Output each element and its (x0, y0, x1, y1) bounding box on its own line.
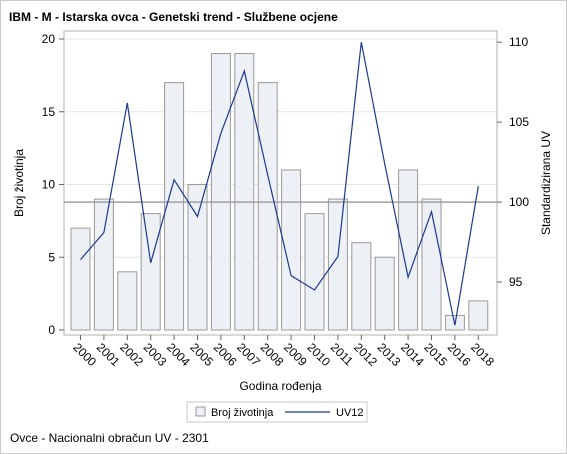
y2-axis-label: Standardizirana UV (539, 131, 553, 235)
bar (257, 82, 278, 331)
bar (117, 271, 138, 331)
bar (351, 242, 372, 331)
bar (421, 198, 442, 331)
y2-tick-label: 105 (509, 115, 529, 129)
x-tick-label: 2007 (234, 340, 263, 369)
bar (281, 169, 302, 331)
x-tick-label: 2013 (375, 340, 404, 369)
legend-label-bars: Broj životinja (211, 407, 274, 419)
y-tick-label: 5 (48, 250, 55, 264)
x-tick-label: 2011 (328, 340, 356, 368)
x-tick-label: 2008 (258, 340, 287, 369)
bar (210, 53, 231, 331)
x-tick-label: 2002 (117, 340, 146, 369)
y-tick-label: 0 (48, 323, 55, 337)
footnote: Ovce - Nacionalni obračun UV - 2301 (10, 431, 209, 445)
bar (164, 82, 185, 331)
x-tick-label: 2018 (468, 340, 497, 369)
bar (327, 198, 348, 331)
x-tick-label: 2015 (421, 340, 450, 369)
legend-box (186, 401, 368, 423)
y-axis-label: Broj životinja (12, 149, 26, 217)
y2-tick-label: 110 (509, 35, 528, 49)
y2-tick-label: 100 (509, 195, 529, 209)
bar (374, 256, 395, 331)
bar (93, 198, 114, 331)
y-tick-label: 10 (42, 178, 56, 192)
x-tick-label: 2005 (187, 340, 216, 369)
x-tick-label: 2010 (304, 340, 333, 369)
x-axis-label: Godina rođenja (239, 379, 321, 393)
x-tick-label: 2014 (398, 340, 427, 369)
x-tick-label: 2004 (164, 340, 193, 369)
bar (70, 227, 91, 331)
bar (234, 53, 255, 331)
series-line-uv12 (80, 42, 479, 326)
x-tick-label: 2003 (141, 340, 170, 369)
chart-title: IBM - M - Istarska ovca - Genetski trend… (9, 10, 338, 24)
y-tick-label: 15 (42, 105, 56, 119)
legend-swatch-bars (195, 406, 206, 417)
x-tick-label: 2016 (445, 340, 474, 369)
x-tick-label: 2006 (211, 340, 240, 369)
bar (468, 300, 489, 331)
x-tick-label: 2012 (351, 340, 380, 369)
y2-tick-label: 95 (509, 275, 523, 289)
bar (304, 213, 325, 331)
bar (398, 169, 419, 331)
y-tick-label: 20 (42, 32, 56, 46)
bar (140, 213, 161, 331)
bar (187, 184, 208, 331)
x-tick-label: 2000 (70, 340, 99, 369)
legend-label-line: UV12 (336, 407, 364, 419)
x-tick-label: 2001 (94, 340, 123, 369)
x-tick-label: 2009 (281, 340, 310, 369)
